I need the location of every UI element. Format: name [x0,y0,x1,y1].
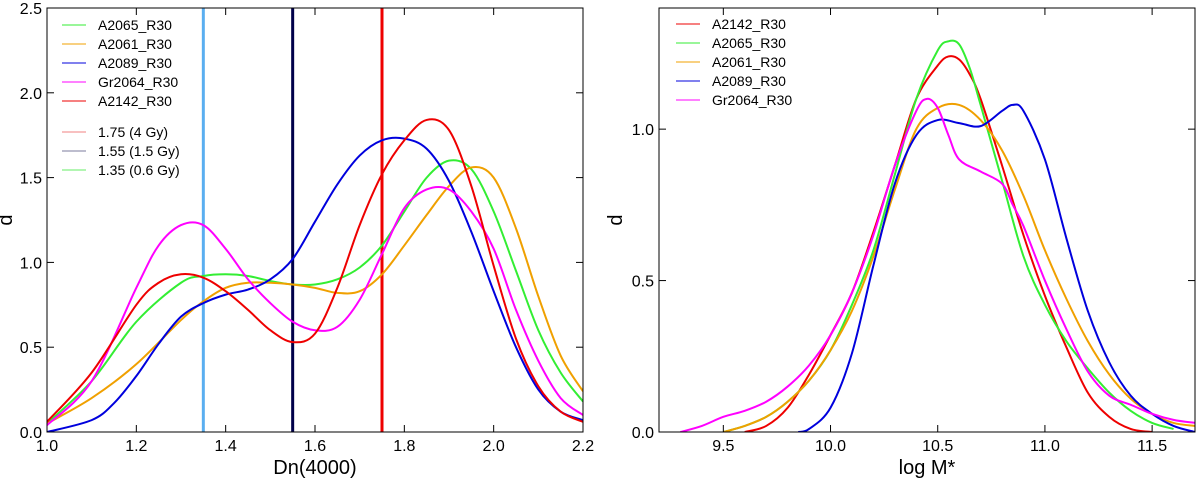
chart-stellar-mass-density: 9.5 10.0 10.5 11.0 11.5 0.0 0.5 1.0 log M* d A2142… [605,7,1196,479]
legend-item-1-55-1-5-gy: 1.55 (1.5 Gy) [62,143,180,159]
legend-label: Gr2064_R30 [712,92,792,108]
x-tick-label: 11.0 [1030,438,1060,455]
series-line-a2065-r30 [47,159,583,425]
series-line-a2142-r30 [744,55,1153,432]
legend-item-gr2064-r30: Gr2064_R30 [62,74,178,90]
series-line-gr2064-r30 [47,185,583,426]
y-axis-label: d [605,214,627,225]
legend: A2142_R30 A2065_R30 A2061_R30 A2089_R30 Gr20… [676,16,792,108]
legend-label: 1.35 (0.6 Gy) [98,162,180,178]
series-line-a2089-r30 [47,136,583,432]
y-tick-label: 1.0 [632,122,654,139]
legend-label: A2065_R30 [98,17,172,33]
x-tick-label: 9.5 [712,438,734,455]
legend: A2065_R30 A2061_R30 A2089_R30 Gr2064_R30 A21… [62,17,180,178]
legend-item-1-35-0-6-gy: 1.35 (0.6 Gy) [62,162,180,178]
legend-label: 1.75 (4 Gy) [98,124,168,140]
x-tick-label: 2.2 [572,438,594,455]
y-tick-label: 0.0 [632,425,654,442]
y-axis-label: d [0,214,17,225]
legend-label: A2089_R30 [712,73,786,89]
y-tick-label: 0.5 [20,340,42,357]
series-line-a2061-r30 [723,102,1195,432]
y-tick-label: 2.5 [20,1,42,18]
legend-item-a2065-r30: A2065_R30 [676,35,786,51]
y-tick-label: 0.5 [632,274,654,291]
plot-frame [658,7,1196,433]
series-line-gr2064-r30 [680,97,1195,432]
legend-label: A2089_R30 [98,55,172,71]
series-line-a2142-r30 [47,118,583,423]
legend-label: 1.55 (1.5 Gy) [98,143,180,159]
legend-item-a2089-r30: A2089_R30 [676,73,786,89]
legend-item-a2061-r30: A2061_R30 [676,54,786,70]
x-tick-label: 1.4 [215,438,237,455]
legend-item-a2142-r30: A2142_R30 [62,93,172,109]
x-tick-label: 1.6 [304,438,326,455]
chart-dn4000-density: 1.0 1.2 1.4 1.6 1.8 2.0 2.2 0.0 0.5 1.0 1.5 2.0 2.5 D… [0,1,594,479]
legend-label: A2061_R30 [98,36,172,52]
x-axis-label: Dn(4000) [273,457,356,479]
x-axis-label: log M* [899,457,956,479]
legend-label: A2142_R30 [712,16,786,32]
legend-label: Gr2064_R30 [98,74,178,90]
legend-label: A2065_R30 [712,35,786,51]
x-tick-label: 1.0 [36,438,58,455]
y-tick-label: 1.5 [20,171,42,188]
legend-item-a2089-r30: A2089_R30 [62,55,172,71]
legend-item-a2142-r30: A2142_R30 [676,16,786,32]
series-line-a2089-r30 [798,103,1195,432]
x-tick-label: 10.5 [922,438,953,455]
legend-item-a2061-r30: A2061_R30 [62,36,172,52]
x-tick-label: 11.5 [1137,438,1167,455]
y-tick-label: 0.0 [20,425,42,442]
x-tick-label: 2.0 [483,438,505,455]
x-tick-label: 1.2 [125,438,147,455]
legend-item-1-75-4-gy: 1.75 (4 Gy) [62,124,168,140]
x-tick-label: 1.8 [393,438,415,455]
legend-item-gr2064-r30: Gr2064_R30 [676,92,792,108]
y-tick-label: 2.0 [20,86,42,103]
legend-item-a2065-r30: A2065_R30 [62,17,172,33]
y-tick-label: 1.0 [20,255,42,272]
legend-label: A2061_R30 [712,54,786,70]
legend-label: A2142_R30 [98,93,172,109]
x-tick-label: 10.0 [815,438,846,455]
